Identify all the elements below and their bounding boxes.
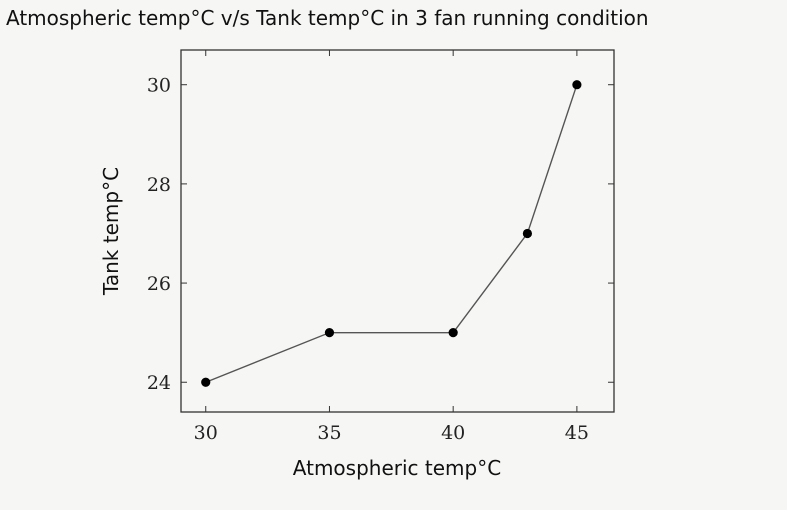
data-point [324, 328, 335, 338]
x-tick-label: 45 [565, 422, 589, 444]
y-tick-label: 28 [147, 174, 171, 196]
x-tick-label: 30 [194, 422, 218, 444]
chart-title: Atmospheric temp°C v/s Tank temp°C in 3 … [6, 6, 649, 30]
data-point [201, 377, 211, 387]
x-tick-label: 40 [441, 422, 465, 444]
x-tick-label: 35 [317, 422, 341, 444]
y-tick-label: 30 [147, 75, 171, 97]
data-point [522, 228, 533, 239]
ticks: 30 35 40 45 24 26 28 30 [147, 50, 614, 444]
data-point [448, 328, 458, 338]
series-line [205, 84, 578, 383]
data-point [572, 80, 582, 90]
x-axis-label: Atmospheric temp°C [293, 456, 501, 480]
plot-area [180, 49, 615, 413]
y-axis-label: Tank temp°C [99, 167, 123, 296]
y-tick-label: 24 [147, 372, 171, 394]
plot-frame [180, 49, 615, 413]
y-tick-label: 26 [147, 273, 171, 295]
series-layer [201, 80, 582, 387]
